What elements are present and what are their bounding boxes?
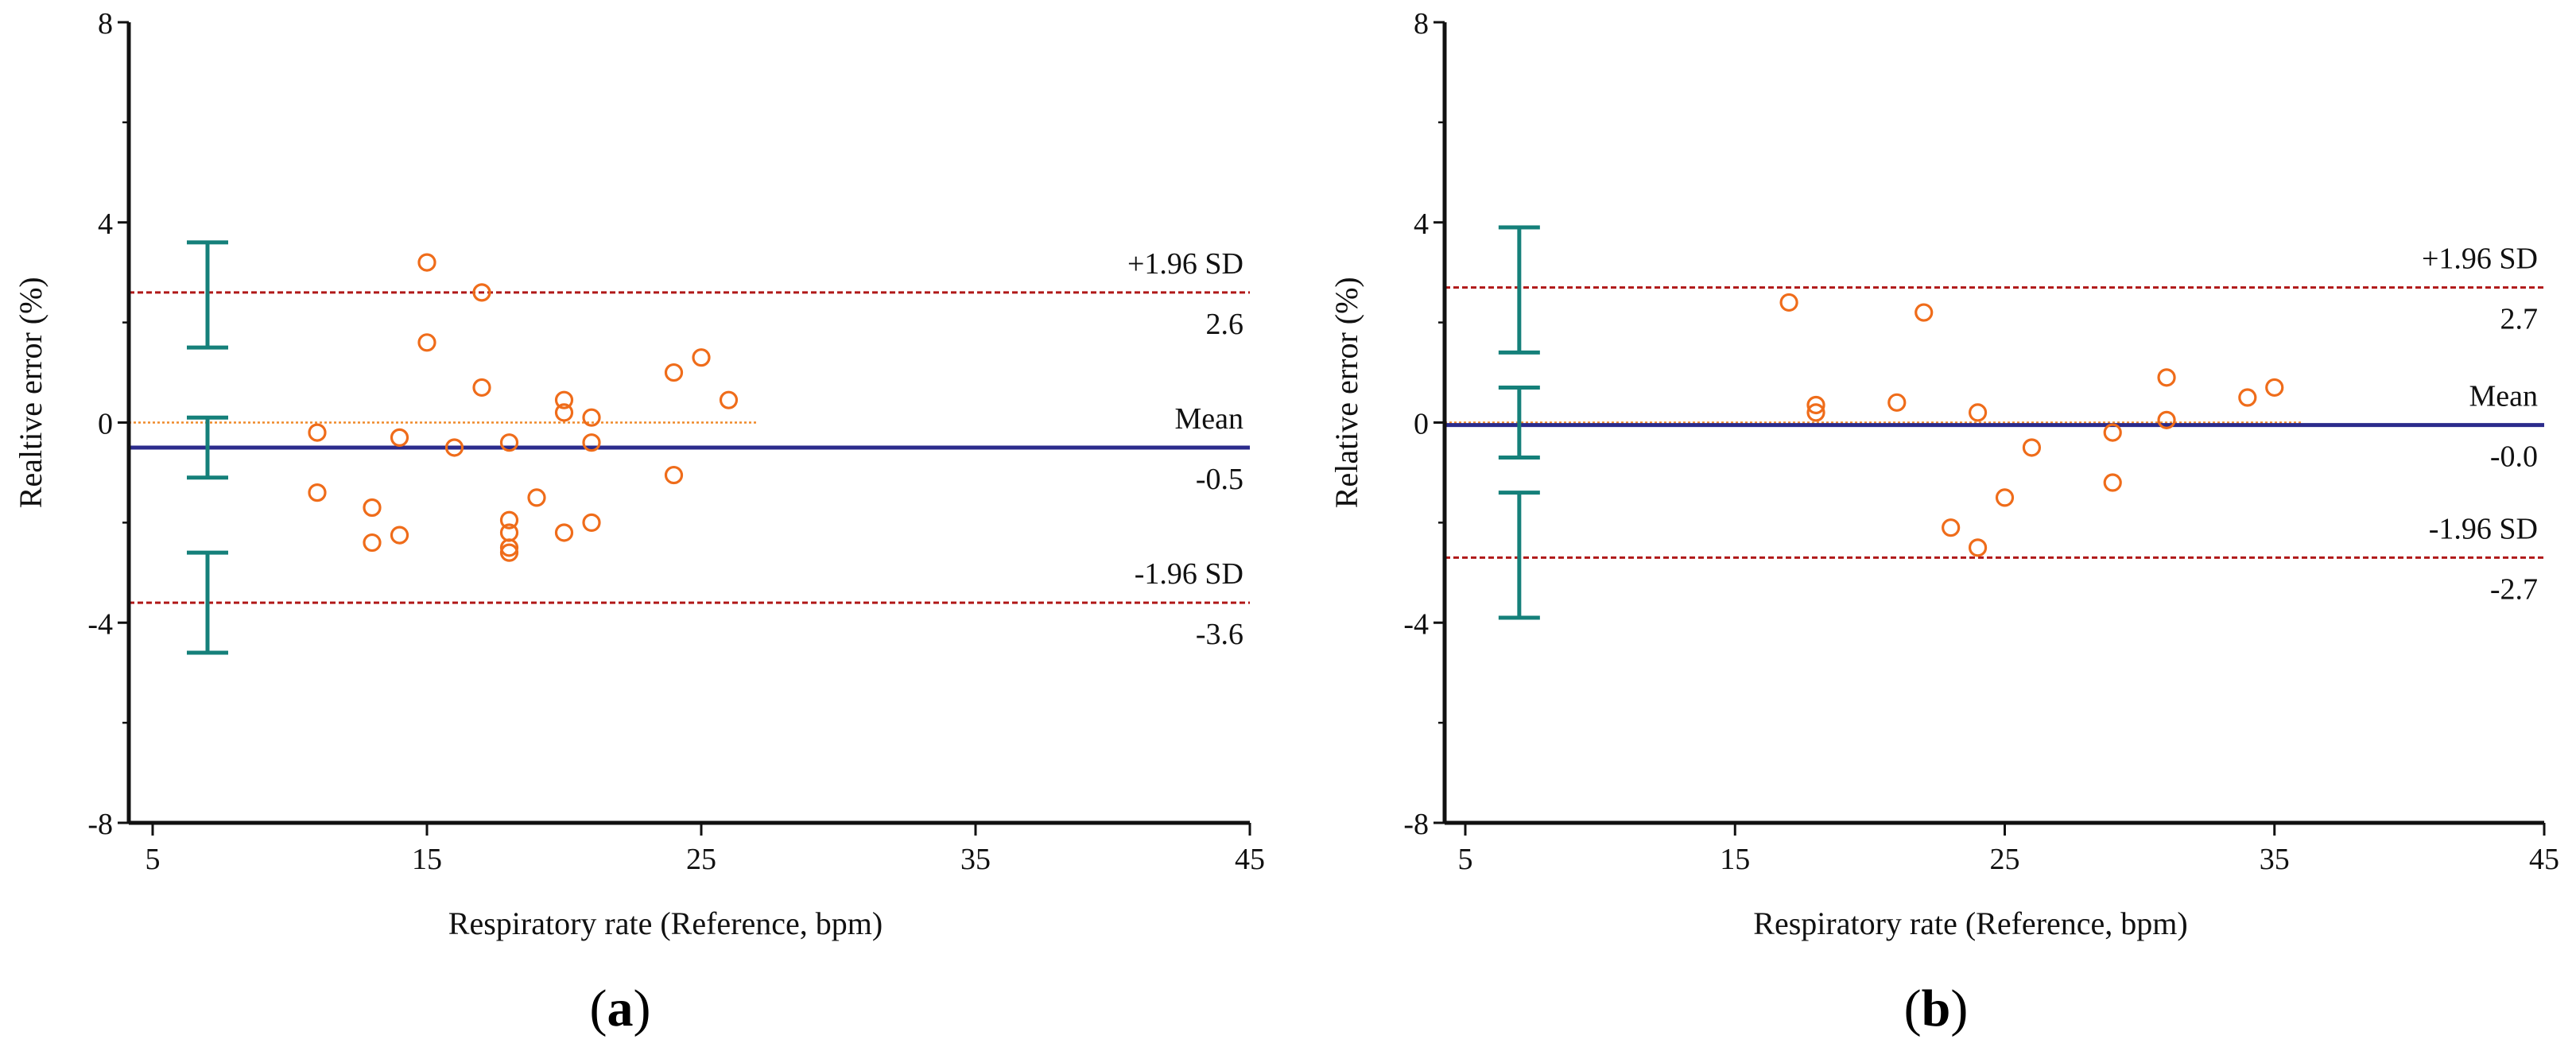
data-point (554, 523, 574, 542)
data-point (1968, 538, 1988, 557)
data-point (472, 283, 491, 302)
x-tick-label: 35 (960, 843, 991, 876)
y-tick-label: 8 (98, 7, 113, 41)
data-point (499, 510, 519, 529)
panel-label: (a) (590, 979, 651, 1037)
line-name-label: Mean (1174, 402, 1243, 436)
data-point (390, 428, 409, 447)
data-point (2265, 378, 2284, 398)
data-point (1995, 488, 2015, 507)
line-name-label: -1.96 SD (1135, 557, 1243, 591)
data-point (582, 513, 601, 532)
y-tick-label: -4 (87, 607, 113, 641)
ci-bar (187, 550, 228, 655)
panel-letter: b (1922, 979, 1951, 1037)
data-point (1968, 403, 1988, 422)
data-point (719, 390, 739, 409)
line-name-label: Mean (2469, 380, 2538, 413)
data-point (1779, 293, 1798, 312)
y-tick-label: -8 (1403, 808, 1429, 841)
x-tick-label: 25 (1990, 843, 2020, 876)
data-point (499, 433, 519, 452)
x-tick-label: 25 (686, 843, 716, 876)
data-point (2103, 473, 2122, 492)
ci-bar (187, 240, 228, 350)
panel-label: (b) (1904, 979, 1969, 1037)
data-point (1915, 303, 1934, 322)
line-value-label: -3.6 (1196, 618, 1243, 651)
data-point (554, 390, 574, 409)
x-tick-label: 15 (1720, 843, 1750, 876)
data-point (308, 423, 327, 442)
data-point (308, 483, 327, 502)
x-axis-label: Respiratory rate (Reference, bpm) (1753, 906, 2187, 941)
ci-bar (187, 415, 228, 480)
panel-b: +1.96 SD 2.7 Mean -0.0 -1.96 SD -2.7 8 4 0 -4 -8 5 1… (1329, 7, 2559, 1037)
data-point (363, 498, 382, 518)
data-point (554, 403, 574, 422)
y-tick-label: -4 (1403, 607, 1429, 641)
line-value-label: -0.0 (2490, 440, 2538, 474)
data-point (499, 538, 519, 557)
ci-bar (1498, 385, 1540, 460)
y-tick-label: 0 (1414, 408, 1429, 441)
y-tick-label: 4 (98, 207, 113, 241)
line-value-label: 2.7 (2500, 303, 2539, 336)
data-point (2103, 423, 2122, 442)
ci-bar (1498, 225, 1540, 355)
y-tick-label: 4 (1414, 207, 1429, 241)
data-point (664, 465, 684, 485)
data-point (582, 408, 601, 427)
y-tick-label: 8 (1414, 7, 1429, 41)
data-point (2022, 438, 2042, 457)
y-tick-label: 0 (98, 408, 113, 441)
x-tick-label: 5 (1458, 843, 1473, 876)
data-point (363, 533, 382, 553)
data-point (1806, 403, 1825, 422)
y-axis-label: Relative error (%) (1329, 277, 1364, 508)
x-tick-label: 45 (2529, 843, 2559, 876)
data-point (417, 253, 436, 272)
data-point (2238, 388, 2257, 407)
x-axis-label: Respiratory rate (Reference, bpm) (448, 906, 883, 941)
line-name-label: -1.96 SD (2429, 512, 2538, 545)
data-point (472, 378, 491, 398)
data-point (1806, 395, 1825, 415)
ci-bar (1498, 491, 1540, 620)
x-tick-label: 45 (1235, 843, 1265, 876)
data-point (692, 348, 711, 367)
line-name-label: +1.96 SD (2422, 242, 2538, 276)
line-value-label: 2.6 (1206, 308, 1244, 341)
line-name-label: +1.96 SD (1127, 247, 1243, 281)
data-point (2157, 368, 2176, 387)
panel-a: +1.96 SD 2.6 Mean -0.5 -1.96 SD -3.6 8 4 0 -4 -8 5 1… (13, 7, 1265, 1037)
data-point (499, 543, 519, 562)
y-tick-label: -8 (87, 808, 113, 841)
y-axis-label: Realtive error (%) (13, 277, 48, 508)
line-value-label: -0.5 (1196, 463, 1243, 496)
data-point (1887, 393, 1907, 412)
data-point (417, 333, 436, 352)
data-point (390, 526, 409, 545)
line-value-label: -2.7 (2490, 572, 2538, 606)
data-point (444, 438, 464, 457)
x-tick-label: 5 (145, 843, 161, 876)
data-point (527, 488, 546, 507)
x-tick-label: 15 (412, 843, 442, 876)
data-point (664, 363, 684, 382)
x-tick-label: 35 (2260, 843, 2290, 876)
data-point (582, 433, 601, 452)
data-point (2157, 410, 2176, 429)
data-point (1942, 518, 1961, 537)
panel-letter: a (607, 979, 634, 1037)
